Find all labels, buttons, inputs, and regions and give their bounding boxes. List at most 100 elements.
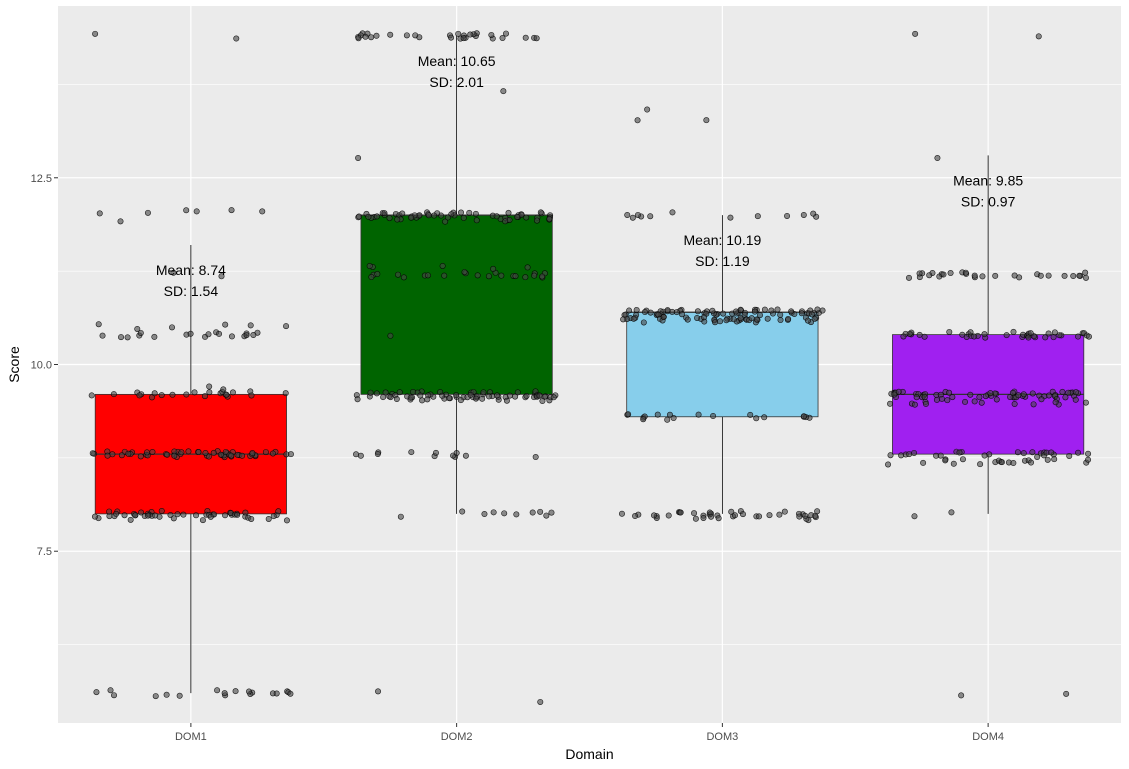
data-point	[132, 512, 139, 519]
data-point	[1038, 396, 1045, 403]
data-point	[381, 210, 388, 217]
data-point	[694, 308, 701, 315]
data-point	[1072, 396, 1079, 403]
data-point	[921, 333, 928, 340]
data-point	[916, 270, 923, 277]
data-point	[356, 213, 363, 220]
sd-label: SD: 1.19	[695, 253, 750, 269]
data-point	[1082, 399, 1089, 406]
data-point	[926, 272, 933, 279]
data-point	[490, 509, 497, 516]
data-point	[887, 452, 894, 459]
data-point	[472, 395, 479, 402]
data-point	[548, 509, 555, 516]
data-point	[660, 314, 667, 321]
data-point	[522, 34, 529, 41]
data-point	[911, 449, 918, 456]
data-point	[1045, 330, 1052, 337]
data-point	[998, 459, 1005, 466]
data-point	[764, 315, 771, 322]
data-point	[118, 452, 125, 459]
data-point	[753, 415, 760, 422]
data-point	[546, 215, 553, 222]
data-point	[176, 692, 183, 699]
data-point	[354, 396, 361, 403]
data-point	[424, 272, 431, 279]
data-point	[1085, 456, 1092, 463]
data-point	[216, 330, 223, 337]
data-point	[677, 509, 684, 516]
data-point	[107, 687, 114, 694]
data-point	[1042, 334, 1049, 341]
data-point	[180, 511, 187, 518]
data-point	[673, 309, 680, 316]
data-point	[730, 316, 737, 323]
data-point	[1066, 452, 1073, 459]
data-point	[117, 218, 124, 225]
data-point	[1062, 394, 1069, 401]
data-point	[113, 510, 120, 517]
data-point	[373, 213, 380, 220]
data-point	[796, 513, 803, 520]
data-point	[1010, 460, 1017, 467]
data-point	[170, 269, 177, 276]
data-point	[374, 450, 381, 457]
data-point	[1037, 272, 1044, 279]
data-point	[900, 333, 907, 340]
data-point	[691, 510, 698, 517]
data-point	[283, 517, 290, 524]
data-point	[977, 461, 984, 468]
data-point	[814, 306, 821, 313]
data-point	[248, 515, 255, 522]
data-point	[1061, 272, 1068, 279]
data-point	[249, 450, 256, 457]
data-point	[243, 332, 250, 339]
data-point	[543, 512, 550, 519]
data-point	[505, 209, 512, 216]
data-point	[962, 269, 969, 276]
data-point	[459, 508, 466, 515]
data-point	[387, 394, 394, 401]
data-point	[273, 690, 280, 697]
data-point	[431, 212, 438, 219]
data-point	[467, 391, 474, 398]
data-point	[366, 262, 373, 269]
data-point	[148, 394, 155, 401]
data-point	[1059, 388, 1066, 395]
data-point	[220, 386, 227, 393]
data-point	[195, 449, 202, 456]
data-point	[1065, 389, 1072, 396]
data-point	[798, 310, 805, 317]
data-point	[1051, 456, 1058, 463]
data-point	[536, 392, 543, 399]
data-point	[781, 508, 788, 515]
data-point	[937, 452, 944, 459]
data-point	[367, 389, 374, 396]
data-point	[262, 449, 269, 456]
data-point	[501, 510, 508, 517]
data-point	[751, 308, 758, 315]
data-point	[625, 411, 632, 418]
data-point	[531, 272, 538, 279]
data-point	[533, 35, 540, 42]
data-point	[1045, 272, 1052, 279]
x-axis-title: Domain	[565, 746, 613, 762]
data-point	[99, 332, 106, 339]
data-point	[947, 270, 954, 277]
data-point	[1020, 391, 1027, 398]
data-point	[784, 212, 791, 219]
data-point	[205, 331, 212, 338]
data-point	[948, 509, 955, 516]
data-point	[669, 209, 676, 216]
data-point	[1063, 690, 1070, 697]
data-point	[717, 318, 724, 325]
data-point	[987, 390, 994, 397]
x-tick-label: DOM3	[706, 731, 738, 743]
data-point	[1082, 274, 1089, 281]
data-point	[1015, 392, 1022, 399]
data-point	[982, 393, 989, 400]
data-point	[217, 451, 224, 458]
data-point	[138, 509, 145, 516]
data-point	[514, 389, 521, 396]
data-point	[1011, 400, 1018, 407]
